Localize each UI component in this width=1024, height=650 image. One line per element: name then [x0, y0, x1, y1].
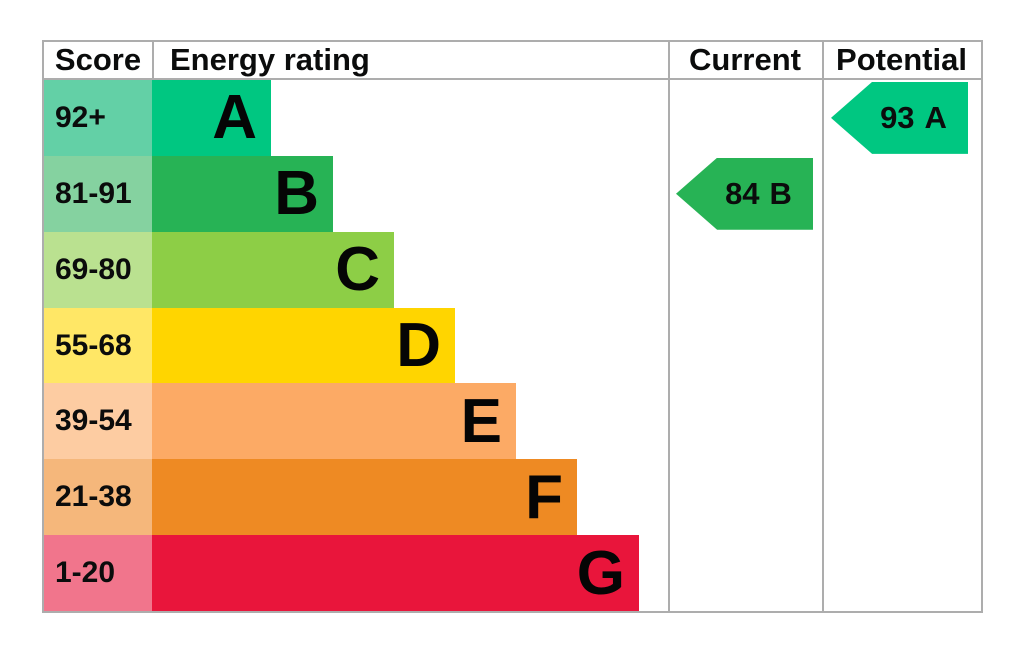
- header-score: Score: [54, 42, 142, 77]
- band-bar-g: G: [152, 535, 639, 612]
- score-range-d: 55-68: [44, 307, 152, 384]
- band-row-b: 81-91 B: [44, 155, 669, 232]
- header-current: Current: [689, 42, 801, 77]
- band-bar-c: C: [152, 231, 394, 308]
- score-range-c: 69-80: [44, 231, 152, 308]
- current-column-divider: [668, 42, 670, 611]
- current-rating-arrow: 84 B: [676, 157, 813, 230]
- current-rating-letter: B: [769, 175, 792, 211]
- potential-rating-letter: A: [924, 99, 947, 135]
- band-bar-f: F: [152, 459, 577, 536]
- score-column-divider: [152, 42, 154, 78]
- score-range-b: 81-91: [44, 155, 152, 232]
- potential-rating-value: 93: [880, 99, 915, 135]
- band-bar-e: E: [152, 383, 516, 460]
- header-potential: Potential: [836, 42, 967, 77]
- current-rating-value: 84: [725, 175, 760, 211]
- table-header-row: Score Energy rating Current Potential: [44, 42, 981, 80]
- band-bar-d: D: [152, 307, 455, 384]
- score-range-e: 39-54: [44, 383, 152, 460]
- score-range-g: 1-20: [44, 535, 152, 612]
- band-row-d: 55-68 D: [44, 307, 669, 384]
- band-bar-a: A: [152, 80, 271, 156]
- potential-rating-arrow: 93 A: [831, 81, 968, 154]
- bands-area: 92+ A 81-91 B 69-80 C 55-68 D 39-54 E 21…: [44, 80, 669, 612]
- score-range-f: 21-38: [44, 459, 152, 536]
- potential-column-divider: [822, 42, 824, 611]
- band-row-g: 1-20 G: [44, 535, 669, 612]
- band-row-c: 69-80 C: [44, 231, 669, 308]
- band-bar-b: B: [152, 155, 333, 232]
- band-row-a: 92+ A: [44, 80, 669, 156]
- epc-rating-chart: Score Energy rating Current Potential 92…: [42, 40, 983, 613]
- band-row-e: 39-54 E: [44, 383, 669, 460]
- band-row-f: 21-38 F: [44, 459, 669, 536]
- header-energy-rating: Energy rating: [170, 42, 370, 77]
- score-range-a: 92+: [44, 80, 152, 156]
